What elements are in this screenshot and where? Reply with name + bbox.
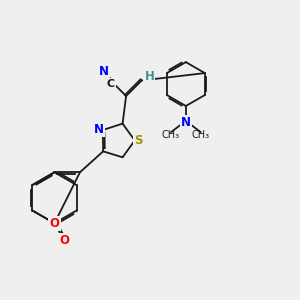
- Text: N: N: [99, 65, 109, 78]
- Text: CH₃: CH₃: [192, 130, 210, 140]
- Text: S: S: [134, 134, 142, 147]
- Text: C: C: [107, 79, 115, 89]
- Text: CH₃: CH₃: [162, 130, 180, 140]
- Text: O: O: [59, 234, 69, 247]
- Text: N: N: [94, 123, 104, 136]
- Text: H: H: [145, 70, 154, 83]
- Text: N: N: [181, 116, 191, 129]
- Text: O: O: [50, 217, 59, 230]
